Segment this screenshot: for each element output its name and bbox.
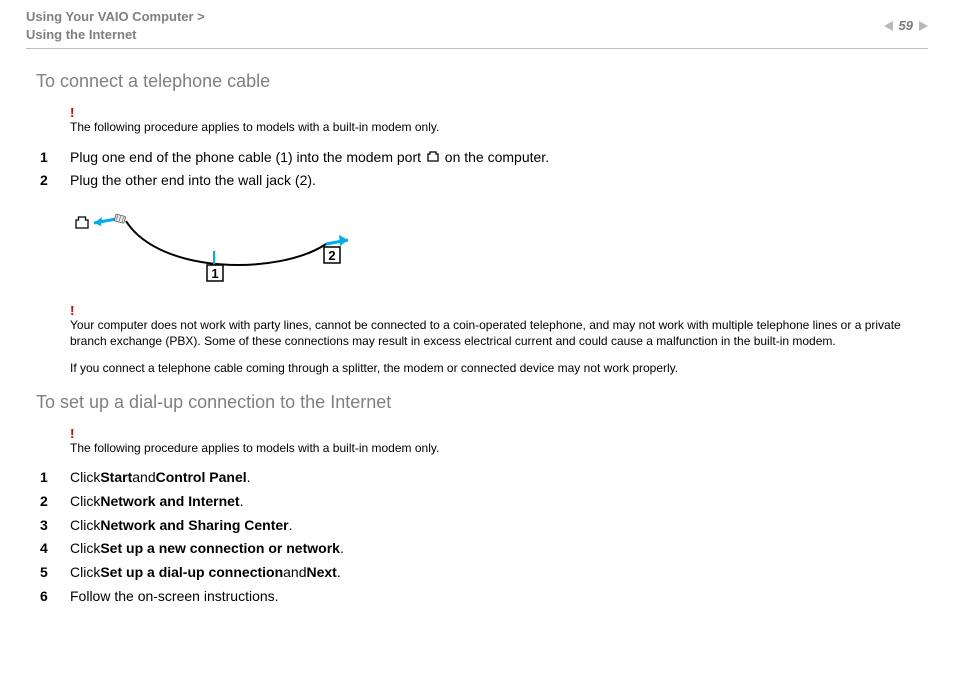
step-number: 1 [26,146,70,170]
step-text: Plug one end of the phone cable (1) into… [70,146,549,170]
diagram-label-2: 2 [328,248,335,263]
diagram-label-1: 1 [211,266,218,281]
breadcrumb: Using Your VAIO Computer > Using the Int… [26,8,205,44]
modem-port-icon [426,151,440,163]
step-row: 2 Click Network and Internet. [26,490,928,514]
next-page-icon[interactable] [919,21,928,31]
step-row: 4 Click Set up a new connection or netwo… [26,537,928,561]
section2-title: To set up a dial-up connection to the In… [36,392,928,413]
step-text: Follow the on-screen instructions. [70,585,279,609]
step-number: 2 [26,169,70,193]
step-row: 5 Click Set up a dial-up connection and … [26,561,928,585]
step-text-part: on the computer. [445,146,549,170]
step-row: 1 Plug one end of the phone cable (1) in… [26,146,928,170]
warning-icon: ! [70,106,928,119]
step-text: Click Set up a new connection or network… [70,537,344,561]
section2-note1: The following procedure applies to model… [70,440,918,456]
breadcrumb-line1: Using Your VAIO Computer > [26,8,205,26]
step-number: 3 [26,514,70,538]
step-number: 4 [26,537,70,561]
section1-note1: The following procedure applies to model… [70,119,918,135]
step-row: 2 Plug the other end into the wall jack … [26,169,928,193]
step-text: Click Set up a dial-up connection and Ne… [70,561,341,585]
cable-diagram: 1 2 [70,205,928,290]
step-row: 6 Follow the on-screen instructions. [26,585,928,609]
warning-icon: ! [70,427,928,440]
prev-page-icon[interactable] [884,21,893,31]
section1-steps: 1 Plug one end of the phone cable (1) in… [26,146,928,194]
page-number: 59 [899,18,913,33]
page-nav: 59 [884,18,928,33]
step-row: 3 Click Network and Sharing Center. [26,514,928,538]
section1-note3: If you connect a telephone cable coming … [70,360,918,376]
step-number: 5 [26,561,70,585]
step-number: 6 [26,585,70,609]
breadcrumb-line2: Using the Internet [26,26,205,44]
warning-icon: ! [70,304,928,317]
step-number: 2 [26,490,70,514]
section1-title: To connect a telephone cable [36,71,928,92]
step-row: 1 Click Start and Control Panel. [26,466,928,490]
section2-steps: 1 Click Start and Control Panel. 2 Click… [26,466,928,609]
step-number: 1 [26,466,70,490]
step-text: Click Start and Control Panel. [70,466,251,490]
section1-note2: Your computer does not work with party l… [70,317,918,349]
step-text: Plug the other end into the wall jack (2… [70,169,316,193]
step-text: Click Network and Sharing Center. [70,514,293,538]
step-text-part: Plug one end of the phone cable (1) into… [70,146,421,170]
step-text: Click Network and Internet. [70,490,243,514]
page-header: Using Your VAIO Computer > Using the Int… [26,8,928,49]
